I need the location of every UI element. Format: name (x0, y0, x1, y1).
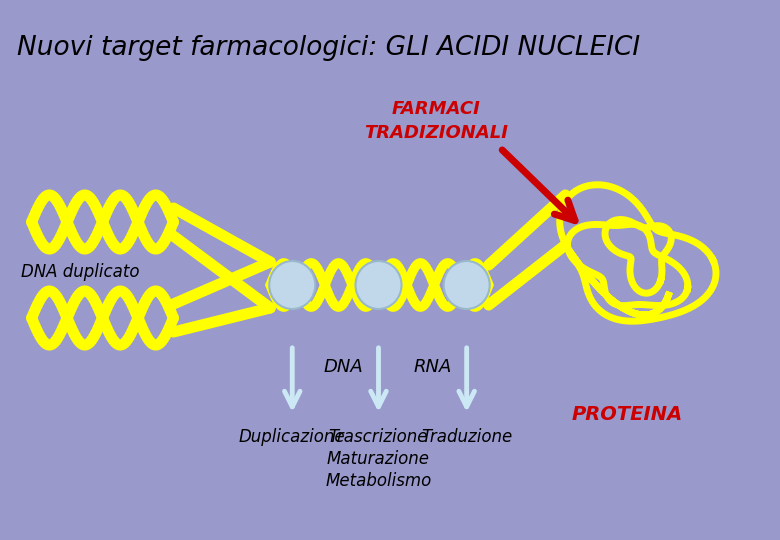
Text: Traduzione: Traduzione (421, 428, 512, 446)
Text: FARMACI
TRADIZIONALI: FARMACI TRADIZIONALI (364, 100, 508, 141)
Text: Duplicazione: Duplicazione (239, 428, 346, 446)
Text: RNA: RNA (414, 358, 452, 376)
Circle shape (444, 261, 490, 309)
Text: DNA duplicato: DNA duplicato (21, 263, 140, 281)
Text: DNA: DNA (323, 358, 363, 376)
Circle shape (356, 261, 402, 309)
Text: Trascrizione: Trascrizione (328, 428, 428, 446)
Circle shape (269, 261, 315, 309)
Text: Metabolismo: Metabolismo (325, 472, 431, 490)
Text: Maturazione: Maturazione (327, 450, 430, 468)
Text: PROTEINA: PROTEINA (572, 405, 683, 424)
Text: Nuovi target farmacologici: GLI ACIDI NUCLEICI: Nuovi target farmacologici: GLI ACIDI NU… (17, 35, 640, 61)
